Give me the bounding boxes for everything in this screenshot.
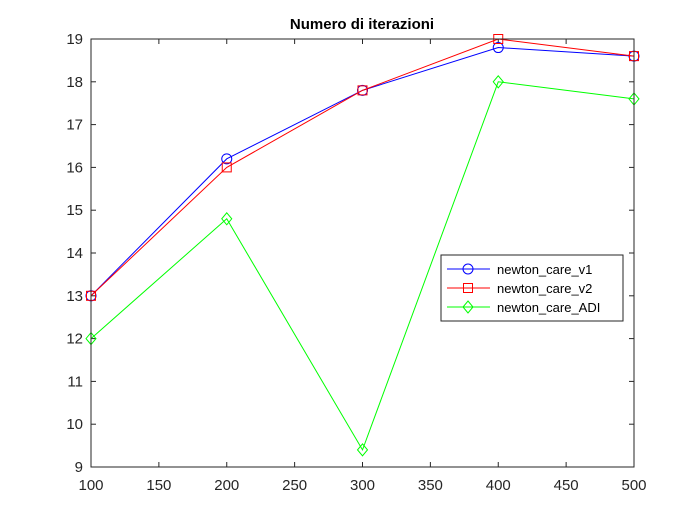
legend-marker <box>463 283 473 293</box>
y-tick-label: 15 <box>66 202 83 219</box>
data-point <box>356 443 369 457</box>
data-point <box>357 85 368 96</box>
x-tick-label: 300 <box>350 477 375 494</box>
y-tick-label: 10 <box>66 416 83 433</box>
chart-title: Numero di iterazioni <box>290 16 434 33</box>
plot-area <box>91 39 634 467</box>
x-tick-label: 100 <box>78 477 103 494</box>
x-tick-label: 400 <box>486 477 511 494</box>
series-line <box>90 81 635 452</box>
x-tick-label: 350 <box>418 477 443 494</box>
data-point <box>492 42 504 54</box>
data-point <box>492 75 504 89</box>
data-point <box>221 211 233 226</box>
x-tick-label: 150 <box>146 477 171 494</box>
legend-label: newton_care_v2 <box>497 281 592 296</box>
data-point <box>221 162 232 173</box>
data-point <box>221 153 233 165</box>
legend-marker <box>462 300 474 314</box>
y-tick-label: 14 <box>66 245 83 262</box>
legend-label: newton_care_v1 <box>497 262 592 277</box>
y-tick-label: 9 <box>75 459 83 476</box>
plot-frame <box>90 38 635 468</box>
x-tick-label: 500 <box>621 477 646 494</box>
series-layer <box>85 34 640 457</box>
legend-label: newton_care_ADI <box>497 300 600 315</box>
y-tick-label: 11 <box>67 373 83 390</box>
x-tick-label: 450 <box>554 477 579 494</box>
y-tick-label: 17 <box>66 117 83 134</box>
x-tick-label: 250 <box>282 477 307 494</box>
axes: 100 150 200 250 300 350 400 450 500 9 10 11 12 13 14 15… <box>66 31 646 494</box>
legend: newton_care_v1 newton_care_v2 newton_care_… <box>440 254 624 322</box>
y-tick-label: 16 <box>66 159 83 176</box>
series-line <box>90 38 635 297</box>
y-tick-label: 19 <box>66 31 83 48</box>
y-tick-label: 18 <box>66 74 83 91</box>
x-tick-label: 200 <box>214 477 239 494</box>
y-tick-label: 13 <box>66 288 83 305</box>
legend-marker <box>462 263 474 275</box>
y-tick-label: 12 <box>66 331 83 348</box>
